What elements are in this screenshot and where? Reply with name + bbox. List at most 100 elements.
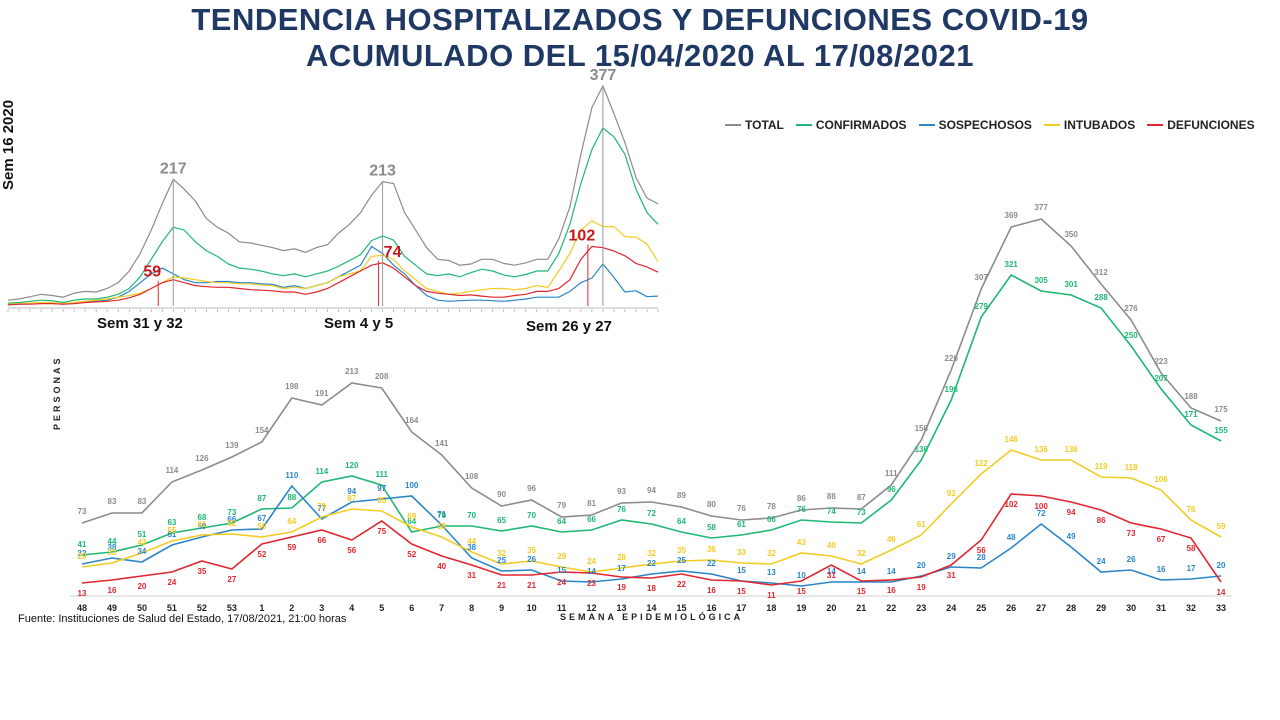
inset-line-defunciones bbox=[7, 245, 659, 306]
data-label-sospechosos: 29 bbox=[947, 552, 956, 561]
data-label-confirmados: 155 bbox=[1214, 426, 1228, 435]
data-label-total: 156 bbox=[915, 424, 929, 433]
data-label-intubados: 146 bbox=[1005, 435, 1019, 444]
series-line-sospechosos bbox=[81, 484, 1222, 587]
data-label-sospechosos: 110 bbox=[285, 471, 298, 480]
data-label-sospechosos: 38 bbox=[467, 543, 476, 552]
x-tick-label: 7 bbox=[439, 603, 444, 613]
legend-item-confirmados: CONFIRMADOS bbox=[795, 118, 907, 132]
data-label-confirmados: 64 bbox=[677, 517, 686, 526]
data-label-intubados: 76 bbox=[1187, 505, 1196, 514]
data-label-intubados: 36 bbox=[707, 545, 716, 554]
data-label-intubados: 40 bbox=[827, 541, 836, 550]
x-tick-label: 8 bbox=[469, 603, 474, 613]
inset-line-total bbox=[7, 84, 659, 301]
data-label-intubados: 35 bbox=[677, 546, 686, 555]
data-label-total: 111 bbox=[885, 469, 898, 478]
chart-legend: TOTAL CONFIRMADOS SOSPECHOSOS INTUBADOS … bbox=[725, 115, 1267, 135]
data-label-total: 213 bbox=[345, 367, 359, 376]
data-label-intubados: 87 bbox=[347, 494, 356, 503]
data-label-confirmados: 61 bbox=[737, 520, 746, 529]
data-label-defunciones: 20 bbox=[137, 582, 146, 591]
data-label-total: 83 bbox=[137, 497, 146, 506]
data-label-sospechosos: 14 bbox=[857, 567, 866, 576]
data-label-sospechosos: 38 bbox=[108, 543, 117, 552]
x-tick-label: 15 bbox=[676, 603, 686, 613]
data-label-intubados: 59 bbox=[437, 522, 446, 531]
data-label-sospechosos: 10 bbox=[797, 571, 806, 580]
x-tick-label: 6 bbox=[409, 603, 414, 613]
data-label-sospechosos: 67 bbox=[257, 514, 266, 523]
data-label-defunciones: 19 bbox=[617, 583, 626, 592]
inset-peak-deaths-label: 74 bbox=[384, 244, 402, 261]
data-label-intubados: 61 bbox=[197, 520, 206, 529]
data-label-defunciones: 40 bbox=[437, 562, 446, 571]
data-label-total: 94 bbox=[647, 486, 656, 495]
data-label-defunciones: 23 bbox=[587, 579, 596, 588]
data-label-sospechosos: 59 bbox=[197, 522, 206, 531]
x-tick-label: 10 bbox=[527, 603, 537, 613]
data-label-confirmados: 64 bbox=[407, 517, 416, 526]
data-label-intubados: 55 bbox=[167, 526, 176, 535]
source-note: Fuente: Instituciones de Salud del Estad… bbox=[18, 613, 347, 625]
x-tick-label: 4 bbox=[349, 603, 354, 613]
data-label-sospechosos: 66 bbox=[227, 515, 236, 524]
data-label-sospechosos: 15 bbox=[737, 566, 746, 575]
x-tick-label: 18 bbox=[766, 603, 776, 613]
x-tick-label: 23 bbox=[916, 603, 926, 613]
data-label-confirmados: 66 bbox=[587, 515, 596, 524]
data-label-confirmados: 66 bbox=[767, 515, 776, 524]
data-label-total: 208 bbox=[375, 372, 389, 381]
data-label-defunciones: 66 bbox=[317, 536, 326, 545]
x-tick-label: 20 bbox=[826, 603, 836, 613]
data-label-sospechosos: 17 bbox=[617, 564, 626, 573]
data-label-confirmados: 70 bbox=[527, 511, 536, 520]
x-tick-label: 3 bbox=[319, 603, 324, 613]
data-label-confirmados: 72 bbox=[647, 509, 656, 518]
data-label-sospechosos: 25 bbox=[497, 556, 506, 565]
x-tick-label: 33 bbox=[1216, 603, 1226, 613]
data-label-total: 78 bbox=[767, 502, 776, 511]
data-label-intubados: 79 bbox=[317, 502, 326, 511]
x-tick-label: 28 bbox=[1066, 603, 1076, 613]
x-tick-label: 16 bbox=[706, 603, 716, 613]
data-label-intubados: 92 bbox=[947, 489, 956, 498]
data-label-confirmados: 88 bbox=[287, 493, 296, 502]
data-label-intubados: 32 bbox=[767, 549, 776, 558]
data-label-confirmados: 114 bbox=[315, 467, 328, 476]
data-label-total: 81 bbox=[587, 499, 596, 508]
data-label-intubados: 35 bbox=[527, 546, 536, 555]
data-label-total: 88 bbox=[827, 492, 836, 501]
data-label-defunciones: 56 bbox=[977, 546, 986, 555]
data-label-total: 93 bbox=[617, 487, 626, 496]
data-label-total: 89 bbox=[677, 491, 686, 500]
x-tick-label: 19 bbox=[796, 603, 806, 613]
data-label-intubados: 32 bbox=[647, 549, 656, 558]
data-label-intubados: 106 bbox=[1154, 475, 1168, 484]
legend-label-intubados: INTUBADOS bbox=[1063, 118, 1136, 132]
data-label-defunciones: 58 bbox=[1187, 544, 1196, 553]
data-label-total: 154 bbox=[255, 426, 269, 435]
x-tick-label: 52 bbox=[197, 603, 207, 613]
data-label-intubados: 122 bbox=[975, 459, 989, 468]
data-label-defunciones: 24 bbox=[167, 578, 176, 587]
data-label-intubados: 29 bbox=[78, 552, 87, 561]
data-label-sospechosos: 20 bbox=[1217, 561, 1226, 570]
data-label-confirmados: 70 bbox=[437, 511, 446, 520]
data-label-total: 141 bbox=[435, 439, 449, 448]
data-label-intubados: 119 bbox=[1095, 462, 1108, 471]
legend-swatch-confirmados bbox=[795, 124, 812, 126]
data-label-intubados: 28 bbox=[617, 553, 626, 562]
data-label-total: 76 bbox=[737, 504, 746, 513]
data-label-confirmados: 196 bbox=[945, 385, 959, 394]
data-label-total: 90 bbox=[497, 490, 506, 499]
x-tick-label: 1 bbox=[259, 603, 264, 613]
data-label-defunciones: 67 bbox=[1157, 535, 1166, 544]
legend-item-defunciones: DEFUNCIONES bbox=[1147, 118, 1255, 132]
series-line-confirmados bbox=[81, 273, 1222, 556]
x-tick-label: 31 bbox=[1156, 603, 1166, 613]
data-label-defunciones: 52 bbox=[407, 550, 416, 559]
data-label-sospechosos: 20 bbox=[917, 561, 926, 570]
data-label-confirmados: 63 bbox=[167, 518, 176, 527]
data-label-confirmados: 51 bbox=[137, 530, 146, 539]
